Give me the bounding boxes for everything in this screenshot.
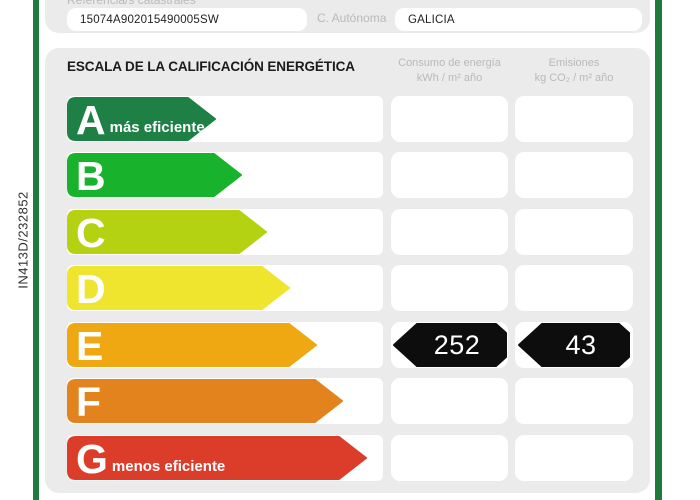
rating-arrow-shape — [67, 323, 317, 367]
consumption-value: 252 — [433, 329, 481, 360]
consumption-header-line1: Consumo de energía — [398, 57, 501, 69]
rating-arrow-shape — [67, 210, 267, 254]
emissions-value: 43 — [565, 329, 597, 360]
rating-arrow-text: C — [76, 210, 110, 254]
consumption-cell — [391, 209, 508, 255]
consumption-cell — [391, 96, 508, 142]
cadastral-form-panel: Referencia/s catastrales C. Autónoma — [45, 0, 650, 33]
energy-rating-scale-panel: ESCALA DE LA CALIFICACIÓN ENERGÉTICA Con… — [45, 48, 650, 493]
consumption-cell — [391, 435, 508, 481]
emissions-indicator-arrow: 43 — [517, 322, 631, 368]
consumption-header-line2: kWh / m² año — [416, 71, 483, 84]
rating-row-b: B — [45, 152, 650, 198]
emissions-cell — [515, 265, 633, 311]
rating-arrow-text: E — [76, 323, 107, 367]
consumption-cell — [391, 265, 508, 311]
consumption-column-header: Consumo de energía kWh / m² año — [391, 56, 508, 85]
rating-row-f: F — [45, 378, 650, 424]
emissions-cell — [515, 96, 633, 142]
rating-letter: C — [76, 210, 106, 256]
rating-letter: B — [76, 153, 106, 199]
rating-arrow-shape — [67, 379, 343, 423]
rating-letter: E — [76, 323, 104, 369]
rating-arrow-shape — [67, 266, 290, 310]
cadastral-reference-input[interactable] — [67, 8, 307, 31]
cadastral-reference-label: Referencia/s catastrales — [67, 0, 196, 7]
certificate-code: IN413D/232852 — [15, 191, 31, 289]
rating-arrow-text: B — [76, 153, 110, 197]
rating-row-c: C — [45, 209, 650, 255]
emissions-header-line1: Emisiones — [548, 57, 600, 69]
rating-row-d: D — [45, 265, 650, 311]
consumption-cell — [391, 152, 508, 198]
rating-arrow-text: A más eficiente — [76, 97, 205, 141]
rating-letter: F — [76, 379, 102, 425]
emissions-cell — [515, 209, 633, 255]
consumption-cell — [391, 378, 508, 424]
emissions-header-line2: kg CO₂ / m² año — [534, 71, 614, 84]
emissions-column-header: Emisiones kg CO₂ / m² año — [515, 56, 633, 85]
emissions-cell — [515, 378, 633, 424]
autonomous-community-label: C. Autónoma — [317, 11, 387, 25]
autonomous-community-input[interactable] — [395, 8, 642, 31]
emissions-cell — [515, 152, 633, 198]
rating-arrow-text: D — [76, 266, 110, 310]
rating-arrow-text: F — [76, 379, 105, 423]
consumption-indicator-arrow: 252 — [392, 322, 508, 368]
rating-row-a: A más eficiente — [45, 96, 650, 142]
rating-row-e: E 252 43 — [45, 322, 650, 368]
rating-letter: D — [76, 266, 106, 312]
green-border-left — [33, 0, 39, 500]
rating-arrow-shape — [67, 97, 216, 141]
rating-caption: menos eficiente — [111, 458, 226, 475]
rating-arrow-shape — [67, 153, 242, 197]
rating-letter: G — [76, 436, 108, 482]
emissions-cell — [515, 435, 633, 481]
scale-title: ESCALA DE LA CALIFICACIÓN ENERGÉTICA — [67, 59, 355, 74]
rating-row-g: G menos eficiente — [45, 435, 650, 481]
rating-arrow-shape — [67, 436, 367, 480]
rating-caption: más eficiente — [109, 119, 205, 136]
rating-letter: A — [76, 97, 106, 143]
green-border-right — [655, 0, 662, 500]
rating-arrow-text: G menos eficiente — [76, 436, 225, 480]
